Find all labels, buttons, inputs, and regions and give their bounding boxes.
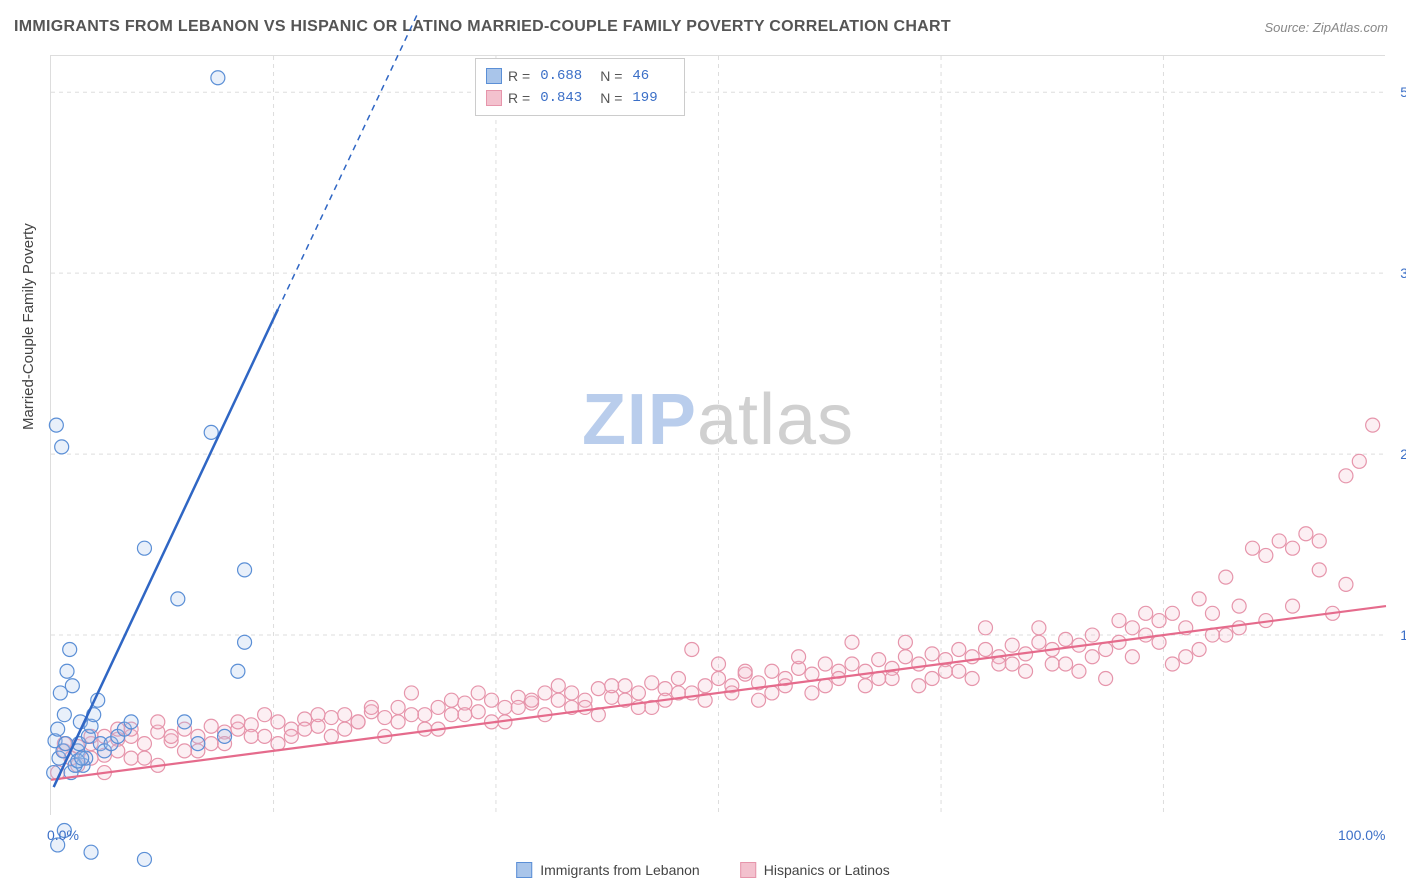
y-axis-label: Married-Couple Family Poverty [20, 223, 37, 430]
legend-swatch-lebanon [486, 68, 502, 84]
n-value-hispanic: 199 [632, 90, 657, 106]
legend-swatch-hispanic-bottom [740, 862, 756, 878]
chart-svg [51, 56, 1385, 815]
x-tick-label: 0.0% [47, 827, 79, 843]
n-label: N = [600, 68, 622, 84]
r-value-lebanon: 0.688 [540, 68, 582, 84]
n-label: N = [600, 90, 622, 106]
correlation-legend: R = 0.688 N = 46 R = 0.843 N = 199 [475, 58, 685, 116]
legend-label-hispanic: Hispanics or Latinos [764, 862, 890, 878]
legend-row-lebanon: R = 0.688 N = 46 [486, 65, 670, 87]
chart-title: IMMIGRANTS FROM LEBANON VS HISPANIC OR L… [14, 18, 951, 36]
r-value-hispanic: 0.843 [540, 90, 582, 106]
legend-row-hispanic: R = 0.843 N = 199 [486, 87, 670, 109]
n-value-lebanon: 46 [632, 68, 649, 84]
series-legend: Immigrants from Lebanon Hispanics or Lat… [516, 862, 890, 878]
r-label: R = [508, 90, 530, 106]
legend-label-lebanon: Immigrants from Lebanon [540, 862, 700, 878]
x-tick-label: 100.0% [1338, 827, 1385, 843]
legend-swatch-lebanon-bottom [516, 862, 532, 878]
legend-swatch-hispanic [486, 90, 502, 106]
plot-area: ZIPatlas 12.5%25.0%37.5%50.0%0.0%100.0% [50, 55, 1385, 815]
r-label: R = [508, 68, 530, 84]
y-tick-label: 50.0% [1400, 84, 1406, 100]
source-attribution: Source: ZipAtlas.com [1264, 20, 1388, 35]
legend-item-lebanon: Immigrants from Lebanon [516, 862, 700, 878]
legend-item-hispanic: Hispanics or Latinos [740, 862, 890, 878]
y-tick-label: 12.5% [1400, 627, 1406, 643]
y-tick-label: 37.5% [1400, 265, 1406, 281]
y-tick-label: 25.0% [1400, 446, 1406, 462]
